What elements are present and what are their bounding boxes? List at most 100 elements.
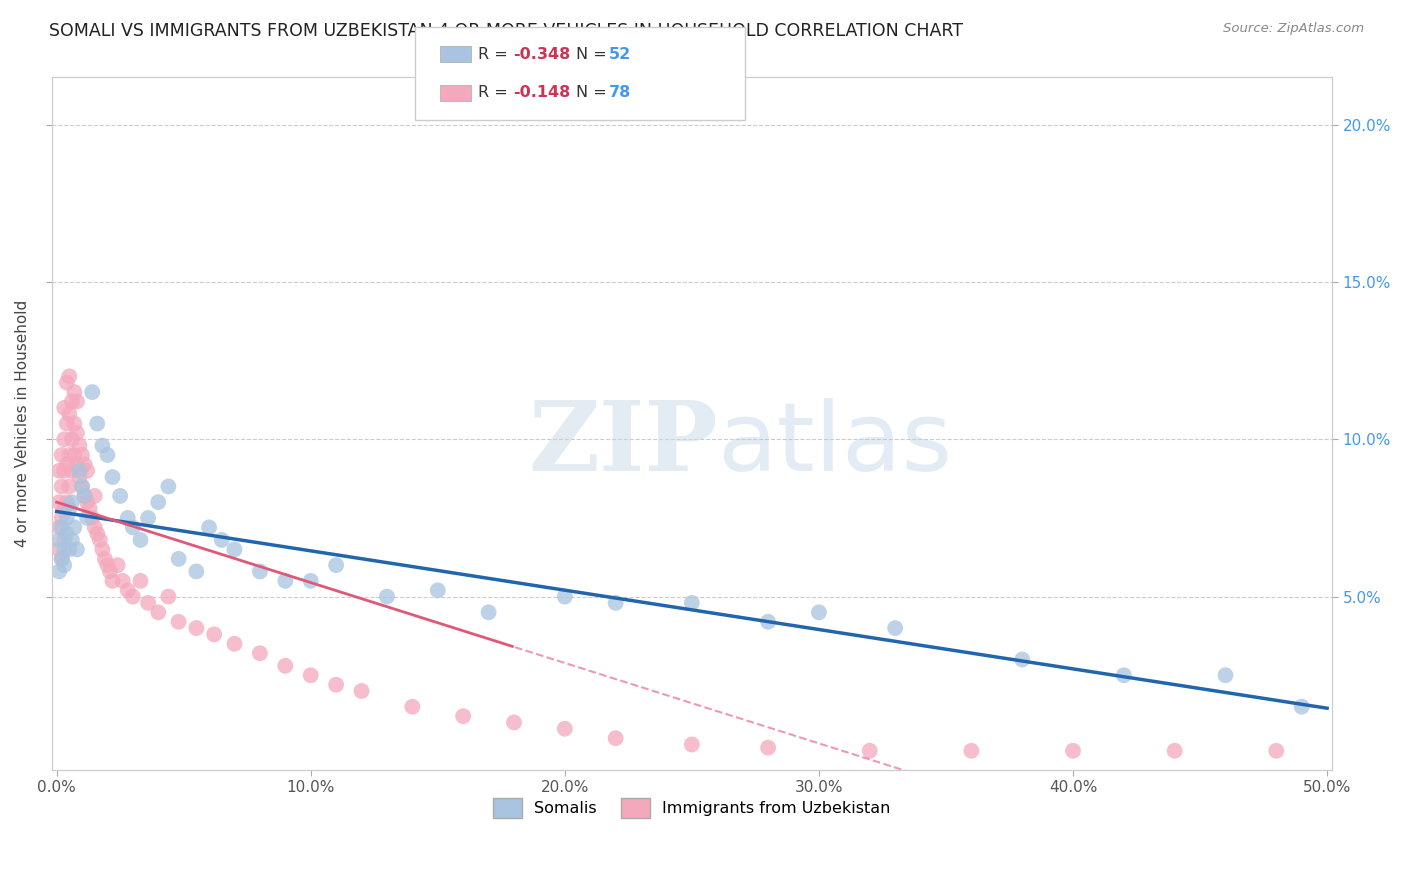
Point (83, 520, 105, 534)
Point (101, 470, 124, 484)
Point (299, 574, 322, 588)
Point (756, 615, 779, 629)
Point (121, 520, 143, 534)
Point (53, 501, 76, 516)
Point (76, 464, 98, 478)
Point (1215, 668, 1237, 682)
Point (53, 558, 76, 573)
Point (107, 558, 129, 573)
Text: R =: R = (478, 86, 513, 100)
Point (167, 552, 190, 566)
Point (53, 432, 76, 446)
Text: -0.348: -0.348 (513, 47, 571, 62)
Point (73, 489, 96, 503)
Point (55, 376, 77, 390)
Point (48, 464, 70, 478)
Point (60, 464, 83, 478)
Point (98, 565, 121, 579)
Point (350, 684, 373, 698)
Point (63, 520, 86, 534)
Point (82, 385, 104, 400)
Point (55, 417, 77, 431)
Point (51, 520, 73, 534)
Point (554, 590, 576, 604)
Point (69, 470, 91, 484)
Point (136, 596, 159, 610)
Point (70, 479, 93, 493)
Point (756, 740, 779, 755)
Point (681, 596, 703, 610)
Point (111, 574, 134, 588)
Point (63, 448, 86, 462)
Point (1112, 668, 1135, 682)
Point (66, 542, 89, 557)
Point (859, 744, 882, 758)
Point (73, 458, 96, 472)
Point (63, 417, 86, 431)
Point (76, 511, 98, 525)
Point (605, 596, 627, 610)
Point (167, 615, 190, 629)
Point (58, 542, 80, 557)
Point (186, 565, 208, 579)
Point (48, 520, 70, 534)
Point (58, 448, 80, 462)
Point (157, 479, 180, 493)
Point (960, 744, 983, 758)
Point (224, 637, 246, 651)
Point (91, 542, 114, 557)
Point (426, 583, 449, 598)
Point (55, 495, 77, 509)
Point (60, 432, 83, 446)
Point (136, 511, 159, 525)
Point (53, 401, 76, 415)
Point (53, 464, 76, 478)
Point (375, 590, 398, 604)
Text: ZIP: ZIP (529, 397, 717, 491)
Text: -0.148: -0.148 (513, 86, 571, 100)
Point (202, 627, 225, 641)
Point (117, 583, 139, 598)
Point (69, 439, 91, 453)
Point (83, 489, 105, 503)
Point (224, 542, 246, 557)
Point (96, 448, 118, 462)
Point (60, 495, 83, 509)
Point (121, 590, 143, 604)
Text: SOMALI VS IMMIGRANTS FROM UZBEKISTAN 4 OR MORE VEHICLES IN HOUSEHOLD CORRELATION: SOMALI VS IMMIGRANTS FROM UZBEKISTAN 4 O… (49, 22, 963, 40)
Point (51, 448, 73, 462)
Point (76, 495, 98, 509)
Point (129, 574, 152, 588)
Text: N =: N = (576, 47, 613, 62)
Point (249, 565, 271, 579)
Point (53, 542, 76, 557)
Point (53, 533, 76, 547)
Point (82, 511, 104, 525)
Point (249, 646, 271, 660)
Point (51, 552, 73, 566)
Point (101, 574, 124, 588)
Point (48, 542, 70, 557)
Point (58, 501, 80, 516)
Point (325, 558, 347, 573)
Point (58, 407, 80, 421)
Point (69, 464, 91, 478)
Point (55, 526, 77, 541)
Point (1062, 744, 1084, 758)
Text: R =: R = (478, 47, 513, 62)
Point (60, 533, 83, 547)
Point (211, 533, 233, 547)
Point (51, 552, 73, 566)
Point (274, 574, 297, 588)
Point (129, 533, 152, 547)
Text: atlas: atlas (717, 398, 953, 491)
Point (451, 709, 474, 723)
Point (86, 417, 108, 431)
Point (86, 526, 108, 541)
Point (503, 715, 526, 730)
Point (299, 668, 322, 682)
Point (157, 590, 180, 604)
Point (89, 533, 111, 547)
Point (554, 722, 576, 736)
Point (58, 479, 80, 493)
